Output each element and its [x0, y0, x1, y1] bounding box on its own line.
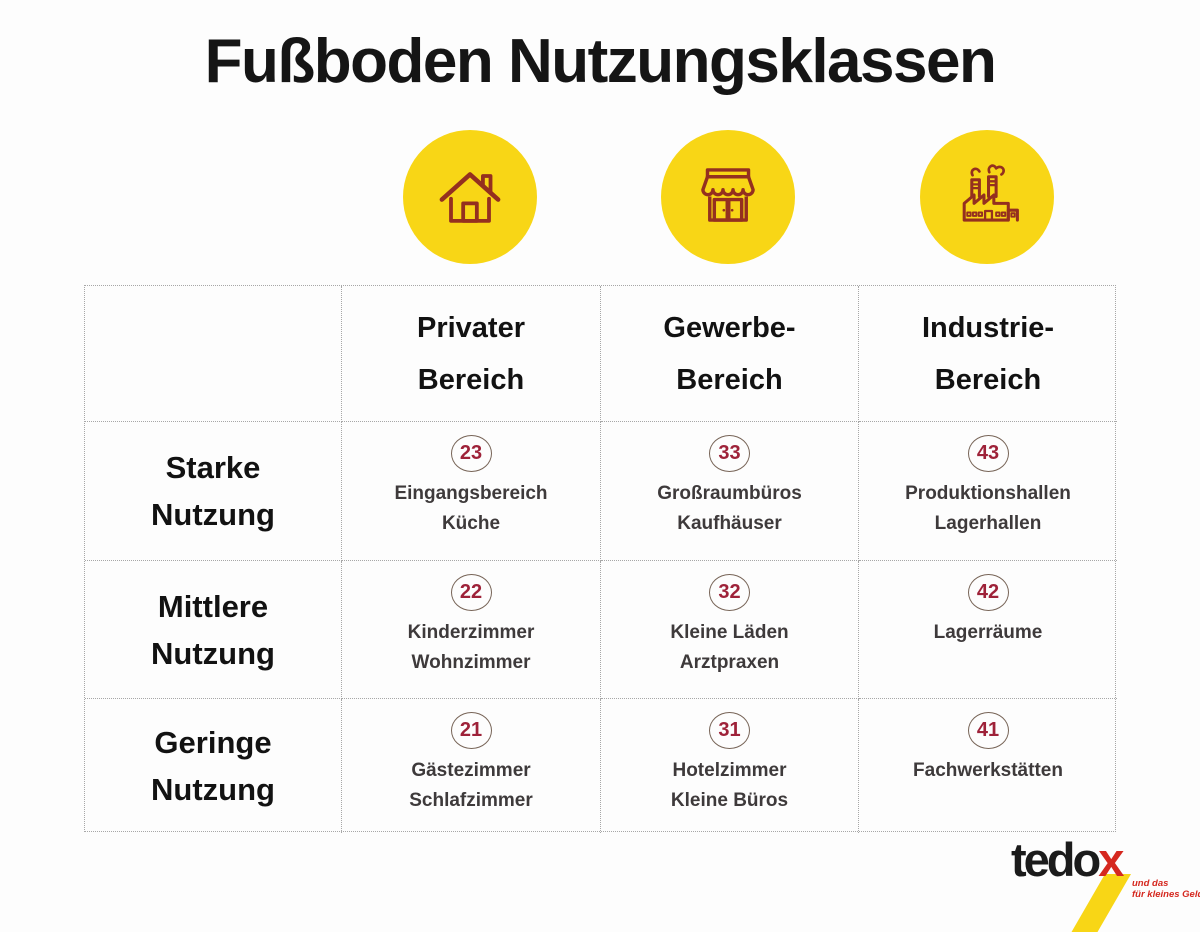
- table-cell-23: 23 Eingangsbereich Küche: [342, 422, 601, 561]
- row-label-line: Nutzung: [151, 772, 275, 807]
- cell-text-line: Wohnzimmer: [411, 652, 531, 673]
- table-cell-43: 43 Produktionshallen Lagerhallen: [859, 422, 1117, 561]
- class-number-badge: 21: [450, 712, 492, 749]
- table-cell-42: 42 Lagerräume: [859, 561, 1117, 699]
- private-area-badge: [403, 130, 537, 264]
- commercial-area-badge: [661, 130, 795, 264]
- class-number-badge: 42: [967, 574, 1009, 611]
- table-corner-cell: [85, 286, 342, 422]
- cell-text-line: Hotelzimmer: [672, 760, 787, 781]
- row-label-low-usage: Geringe Nutzung: [85, 699, 342, 833]
- cell-text-line: Großraumbüros: [657, 483, 802, 504]
- row-label-line: Mittlere: [157, 588, 269, 624]
- cell-text-line: Arztpraxen: [679, 652, 780, 673]
- cell-text-line: Eingangsbereich: [394, 483, 548, 504]
- row-label-line: Nutzung: [151, 635, 275, 671]
- table-cell-33: 33 Großraumbüros Kaufhäuser: [601, 422, 859, 561]
- cell-text-line: Kinderzimmer: [407, 622, 535, 643]
- header-line: Bereich: [934, 363, 1042, 396]
- table-cell-22: 22 Kinderzimmer Wohnzimmer: [342, 561, 601, 699]
- cell-text-line: Kleine Läden: [670, 622, 789, 643]
- row-label-line: Nutzung: [151, 497, 275, 532]
- class-number-badge: 41: [967, 712, 1009, 749]
- logo-tagline: und das für kleines Geld: [1132, 878, 1200, 900]
- class-number-badge: 33: [709, 435, 750, 472]
- table-cell-32: 32 Kleine Läden Arztpraxen: [601, 561, 859, 699]
- column-header-commercial: Gewerbe- Bereich: [601, 286, 859, 422]
- table-cell-31: 31 Hotelzimmer Kleine Büros: [601, 699, 859, 833]
- cell-text-line: Produktionshallen: [905, 483, 1071, 504]
- cell-text-line: Schlafzimmer: [409, 790, 533, 811]
- header-line: Privater: [416, 311, 525, 344]
- class-number-badge: 43: [967, 435, 1009, 472]
- cell-text-line: Fachwerkstätten: [913, 760, 1063, 781]
- logo-tagline-line: für kleines Geld: [1132, 889, 1200, 900]
- page-title: Fußboden Nutzungsklassen: [204, 27, 997, 96]
- factory-icon: [949, 157, 1025, 238]
- row-label-line: Geringe: [154, 725, 272, 760]
- cell-text-line: Kaufhäuser: [677, 513, 782, 534]
- header-line: Gewerbe-: [663, 311, 796, 344]
- class-number-badge: 23: [450, 435, 492, 472]
- logo-wordmark: tedox: [1011, 832, 1124, 887]
- class-number-badge: 22: [450, 574, 492, 611]
- cell-text-line: Gästezimmer: [411, 760, 531, 781]
- logo-text-red: x: [1098, 833, 1124, 886]
- row-label-line: Starke: [165, 450, 261, 485]
- row-label-medium-usage: Mittlere Nutzung: [85, 561, 342, 699]
- industrial-area-badge: [920, 130, 1054, 264]
- usage-class-table: Privater Bereich Gewerbe- Bereich Indust…: [84, 285, 1117, 833]
- column-header-industrial: Industrie- Bereich: [859, 286, 1117, 422]
- table-cell-41: 41 Fachwerkstätten: [859, 699, 1117, 833]
- logo-tagline-line: und das: [1132, 878, 1169, 889]
- table-cell-21: 21 Gästezimmer Schlafzimmer: [342, 699, 601, 833]
- cell-text-line: Lagerräume: [933, 622, 1043, 643]
- column-header-private: Privater Bereich: [342, 286, 601, 422]
- logo-text-black: tedo: [1011, 833, 1101, 886]
- cell-text-line: Küche: [441, 513, 501, 534]
- tedox-logo: tedox und das für kleines Geld: [1005, 832, 1200, 932]
- row-label-strong-usage: Starke Nutzung: [85, 422, 342, 561]
- class-number-badge: 32: [709, 574, 750, 611]
- cell-text-line: Kleine Büros: [670, 790, 789, 811]
- header-line: Bereich: [676, 363, 783, 396]
- cell-text-line: Lagerhallen: [934, 513, 1042, 534]
- class-number-badge: 31: [709, 712, 750, 749]
- header-line: Industrie-: [921, 311, 1055, 344]
- house-icon: [432, 157, 508, 238]
- header-line: Bereich: [417, 363, 525, 396]
- store-icon: [690, 157, 766, 238]
